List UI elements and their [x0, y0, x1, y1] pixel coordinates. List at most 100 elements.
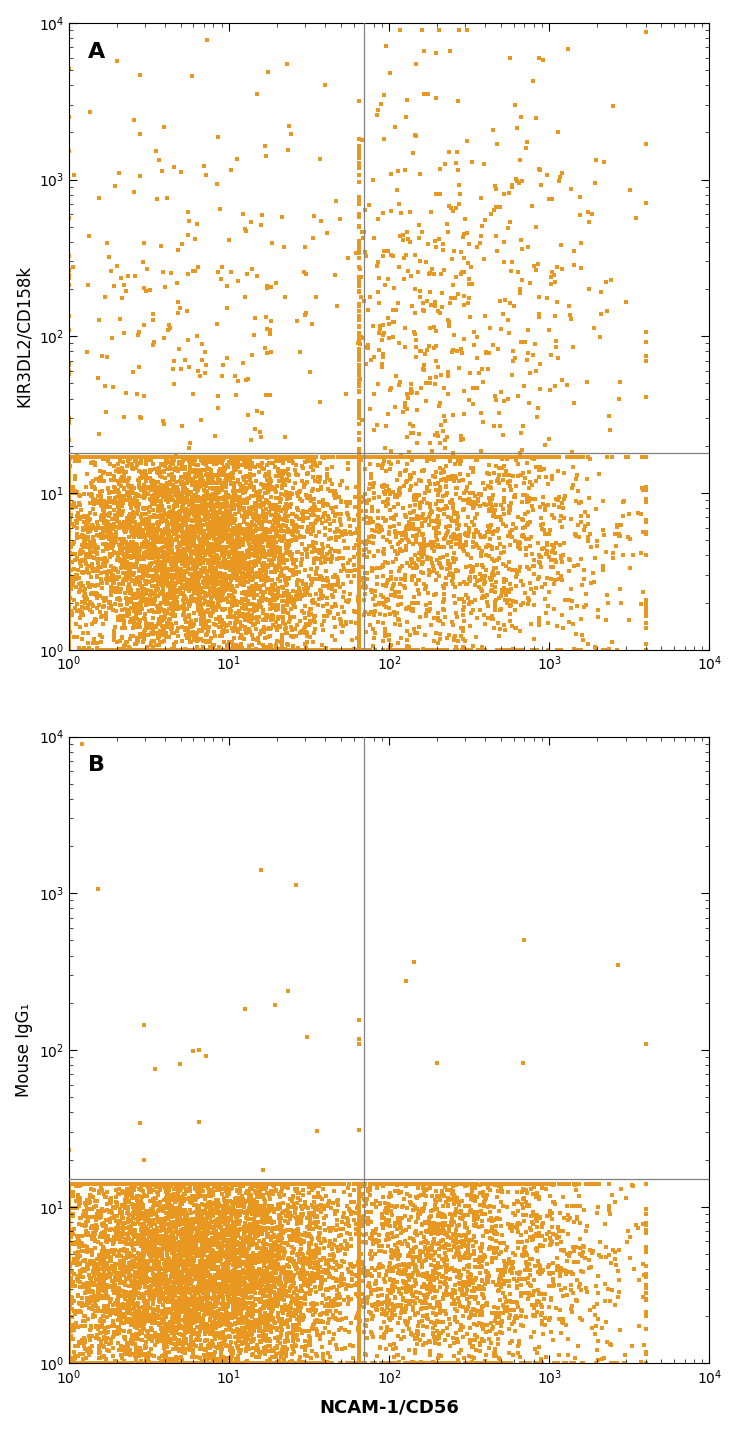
Point	[353, 1244, 365, 1266]
Point	[97, 1235, 109, 1258]
Point	[562, 373, 573, 396]
Point	[183, 1264, 195, 1286]
Point	[80, 1221, 91, 1244]
Point	[224, 558, 236, 581]
Point	[423, 1275, 435, 1298]
Point	[556, 604, 568, 627]
Point	[515, 1314, 527, 1337]
Point	[242, 404, 254, 426]
Point	[195, 608, 206, 631]
Point	[103, 1264, 115, 1286]
Point	[178, 1199, 189, 1222]
Point	[202, 534, 214, 557]
Point	[120, 488, 132, 511]
Point	[212, 1292, 223, 1315]
Point	[458, 620, 469, 643]
Point	[397, 1286, 409, 1309]
Point	[353, 1265, 365, 1288]
Point	[144, 638, 156, 661]
Point	[599, 1289, 611, 1312]
Point	[363, 478, 375, 501]
Point	[63, 571, 74, 594]
Point	[250, 1352, 262, 1375]
Point	[63, 1225, 74, 1248]
Point	[245, 1234, 256, 1256]
Point	[389, 584, 401, 607]
Point	[74, 1186, 85, 1209]
Point	[269, 545, 281, 568]
Point	[353, 495, 365, 518]
Point	[200, 1352, 212, 1375]
Point	[187, 1234, 199, 1256]
Point	[565, 1261, 577, 1284]
Point	[584, 1299, 595, 1322]
Point	[268, 1271, 280, 1294]
Point	[310, 1281, 321, 1304]
Point	[169, 445, 181, 468]
Point	[517, 439, 528, 462]
Point	[447, 567, 458, 590]
Point	[441, 445, 453, 468]
Point	[353, 445, 365, 468]
Point	[125, 1258, 137, 1281]
Point	[207, 1172, 219, 1195]
Point	[365, 445, 377, 468]
Point	[226, 518, 238, 541]
Point	[205, 638, 217, 661]
Point	[117, 551, 129, 574]
Point	[216, 1276, 228, 1299]
Point	[116, 1338, 128, 1361]
Point	[158, 1264, 170, 1286]
Point	[511, 1307, 523, 1329]
Point	[447, 570, 458, 592]
Point	[340, 1232, 352, 1255]
Point	[237, 203, 249, 226]
Point	[124, 560, 136, 582]
Point	[175, 1219, 187, 1242]
Point	[489, 1322, 501, 1345]
Point	[130, 1232, 142, 1255]
Point	[272, 1172, 284, 1195]
Point	[63, 638, 74, 661]
Point	[78, 445, 90, 468]
Point	[146, 1232, 158, 1255]
Point	[312, 1254, 324, 1276]
Point	[402, 425, 413, 448]
Point	[148, 1235, 160, 1258]
Point	[212, 385, 224, 408]
Point	[182, 1248, 194, 1271]
Point	[304, 1278, 316, 1301]
Point	[203, 1344, 214, 1367]
Point	[404, 1292, 416, 1315]
Point	[207, 482, 219, 505]
Point	[602, 1276, 614, 1299]
Point	[122, 445, 134, 468]
Point	[63, 1245, 74, 1268]
Point	[233, 1261, 245, 1284]
Point	[275, 1215, 287, 1238]
Point	[255, 620, 267, 643]
Point	[194, 1352, 206, 1375]
Point	[354, 361, 366, 384]
Point	[100, 538, 112, 561]
Point	[132, 469, 144, 492]
Point	[353, 1215, 365, 1238]
Point	[150, 1172, 162, 1195]
Point	[332, 1292, 344, 1315]
Point	[63, 1264, 74, 1286]
Point	[136, 625, 147, 648]
Point	[246, 568, 258, 591]
Point	[452, 560, 464, 582]
Point	[63, 575, 74, 598]
Point	[485, 1352, 497, 1375]
Point	[137, 1246, 149, 1269]
Point	[268, 1172, 279, 1195]
Point	[63, 1218, 74, 1241]
Point	[318, 1172, 330, 1195]
Point	[147, 1172, 158, 1195]
Point	[142, 521, 153, 544]
Point	[220, 517, 231, 539]
Point	[139, 628, 150, 651]
Point	[144, 592, 156, 615]
Point	[540, 1345, 552, 1368]
